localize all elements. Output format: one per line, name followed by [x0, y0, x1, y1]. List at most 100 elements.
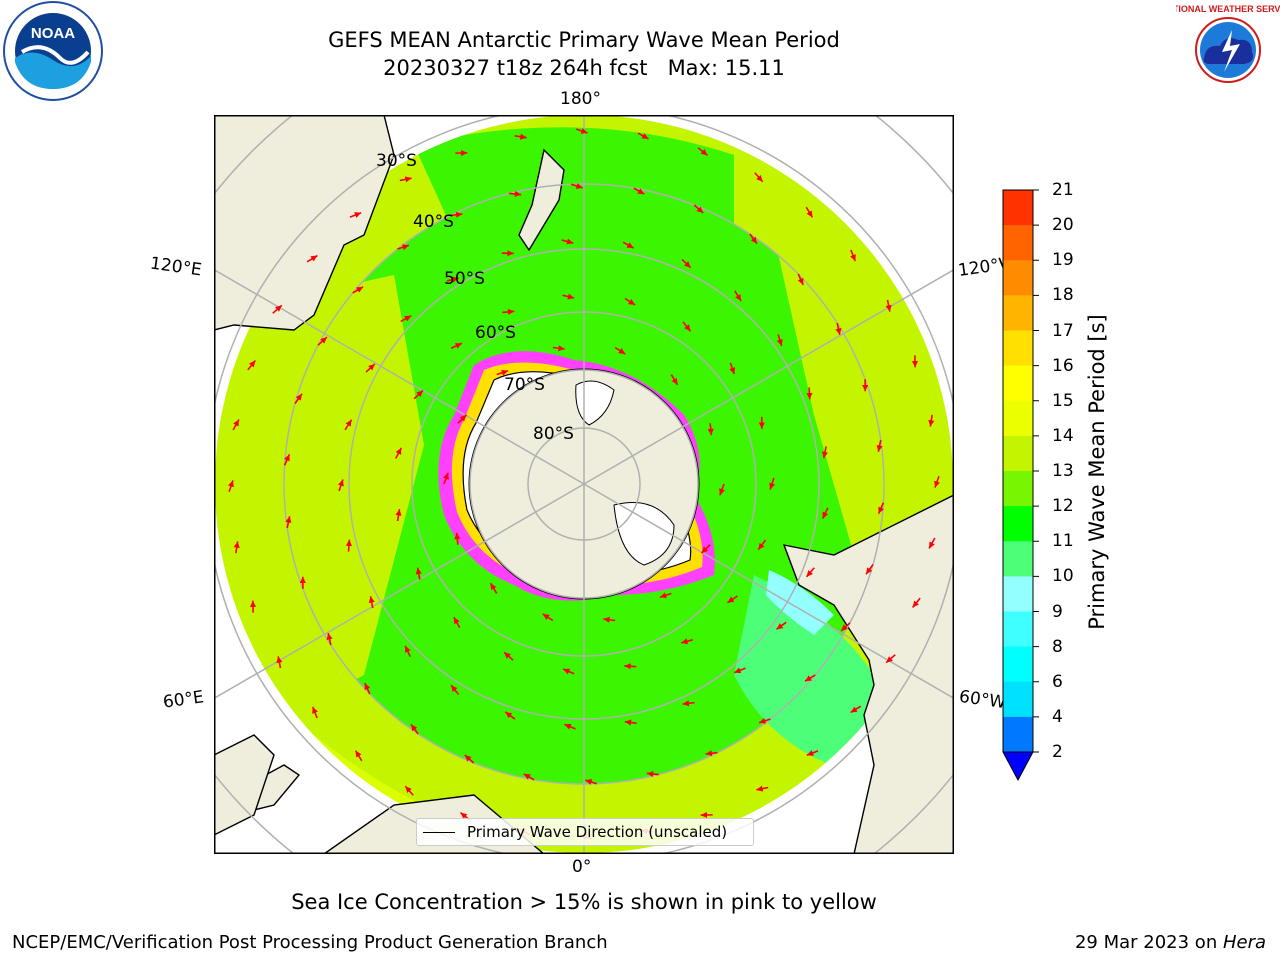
- wave-arrow-head: [405, 645, 411, 653]
- wave-arrow-head: [929, 541, 935, 549]
- wave-arrow-head: [876, 444, 883, 452]
- wave-arrow-head: [564, 723, 572, 730]
- wave-arrow-head: [228, 480, 234, 488]
- colorbar-tick-label: 20: [1052, 215, 1074, 236]
- wave-arrow-head: [514, 190, 522, 198]
- wave-arrow-head: [563, 668, 571, 675]
- colorbar-segment: [1003, 681, 1033, 718]
- colorbar-label: Primary Wave Mean Period [s]: [1085, 314, 1109, 630]
- wave-arrow-head: [659, 592, 667, 599]
- wave-arrow-head: [585, 779, 593, 785]
- colorbar: [1002, 189, 1039, 782]
- wave-arrow-head: [523, 773, 531, 780]
- wave-arrow-head: [285, 516, 292, 524]
- wave-arrow-head: [866, 567, 873, 575]
- wave-arrow-head: [758, 542, 765, 550]
- wave-arrow-head: [326, 633, 333, 640]
- lon-label-120e: 120°E: [148, 253, 203, 281]
- title-line-2: 20230327 t18z 264h fcst Max: 15.11: [383, 56, 785, 80]
- colorbar-segment: [1003, 611, 1033, 648]
- lat-label-40s: 40°S: [413, 212, 454, 232]
- footer-machine: Hera: [1222, 932, 1266, 953]
- colorbar-segment: [1003, 541, 1033, 577]
- wave-arrow-head: [758, 422, 765, 429]
- wave-arrow-head: [701, 546, 709, 554]
- nws-logo: NATIONAL WEATHER SERVICE: [1176, 3, 1280, 97]
- wave-arrow-head: [885, 304, 892, 312]
- wave-arrow-head: [249, 360, 256, 368]
- colorbar-segment: [1003, 400, 1033, 437]
- wave-direction-arrows: [228, 128, 940, 840]
- wave-arrow-head: [233, 541, 240, 549]
- footer-date-text: 29 Mar 2023 on: [1074, 932, 1223, 953]
- wave-arrow-head: [624, 719, 632, 726]
- wave-arrow-head: [637, 188, 645, 195]
- colorbar-tick-label: 11: [1052, 531, 1074, 552]
- wave-arrow-head: [395, 509, 402, 516]
- wave-arrow-head: [395, 447, 402, 455]
- wave-arrow-head: [681, 638, 689, 645]
- wave-arrow-head: [338, 479, 344, 487]
- colorbar-tick-label: 9: [1052, 601, 1063, 622]
- wave-arrow-head: [603, 616, 610, 623]
- wave-arrow-head: [354, 212, 362, 218]
- wave-arrow-head: [276, 656, 283, 664]
- lon-label-180: 180°: [560, 89, 601, 109]
- colorbar-segment: [1003, 225, 1033, 261]
- wave-arrow-head: [455, 211, 463, 218]
- wave-arrow-head: [822, 451, 828, 459]
- wave-arrow-head: [684, 261, 691, 268]
- wave-arrow-head: [460, 812, 468, 819]
- colorbar-tick-label: 17: [1052, 320, 1074, 341]
- colorbar-segment: [1003, 716, 1033, 753]
- wave-arrow-head: [750, 236, 757, 244]
- colorbar-segment: [1003, 365, 1033, 402]
- lat-label-60s: 60°S: [475, 323, 516, 343]
- wave-arrow-head: [735, 294, 742, 302]
- wave-arrow-head: [404, 315, 412, 322]
- colorbar-segment: [1003, 295, 1033, 331]
- wave-arrow-head: [490, 583, 497, 591]
- lon-label-60e: 60°E: [161, 687, 206, 713]
- wave-arrow-head: [806, 570, 813, 577]
- sea-ice-note: Sea Ice Concentration > 15% is shown in …: [291, 890, 877, 914]
- colorbar-segment: [1003, 435, 1033, 472]
- polar-map: [214, 115, 954, 854]
- wave-arrow-head: [682, 700, 690, 707]
- colorbar-tick-label: 14: [1052, 425, 1074, 446]
- wave-arrow-head: [850, 254, 856, 262]
- wave-arrow-head: [696, 206, 704, 213]
- wave-arrow-head: [507, 308, 515, 315]
- wave-arrow-head: [886, 656, 893, 663]
- wave-arrow-head: [806, 392, 813, 400]
- wave-arrow-head: [912, 600, 919, 608]
- chart-title: GEFS MEAN Antarctic Primary Wave Mean Pe…: [214, 26, 954, 82]
- wave-arrow-head: [822, 511, 829, 519]
- footer-credit: NCEP/EMC/Verification Post Processing Pr…: [12, 932, 608, 953]
- colorbar-segment: [1003, 260, 1033, 296]
- colorbar-tick-label: 10: [1052, 566, 1074, 587]
- wave-arrow-head: [415, 567, 422, 575]
- colorbar-segment: [1003, 190, 1033, 226]
- colorbar-tick-label: 18: [1052, 285, 1074, 306]
- wave-arrow-head: [453, 617, 460, 625]
- graticule: [214, 115, 954, 854]
- wave-arrow-head: [345, 539, 352, 547]
- wave-arrow-head: [626, 242, 634, 248]
- light-green-southeast: [734, 575, 874, 775]
- title-line-1: GEFS MEAN Antarctic Primary Wave Mean Pe…: [328, 28, 840, 52]
- south-america: [782, 494, 954, 854]
- wave-arrow-head: [416, 390, 423, 398]
- arabia-corner: [214, 734, 275, 836]
- wave-arrow-head: [756, 785, 764, 792]
- colorbar-tick-label: 8: [1052, 636, 1063, 657]
- colorbar-tick-label: 21: [1052, 180, 1074, 200]
- wave-arrow-head: [451, 276, 459, 283]
- wave-arrow-head: [312, 706, 318, 714]
- wave-arrow-head: [295, 393, 302, 401]
- wave-arrow-head: [700, 149, 708, 156]
- colorbar-tick-label: 16: [1052, 355, 1074, 376]
- wave-arrow-head: [504, 652, 511, 659]
- wave-arrow-head: [756, 175, 763, 182]
- wave-arrow-head: [299, 576, 306, 584]
